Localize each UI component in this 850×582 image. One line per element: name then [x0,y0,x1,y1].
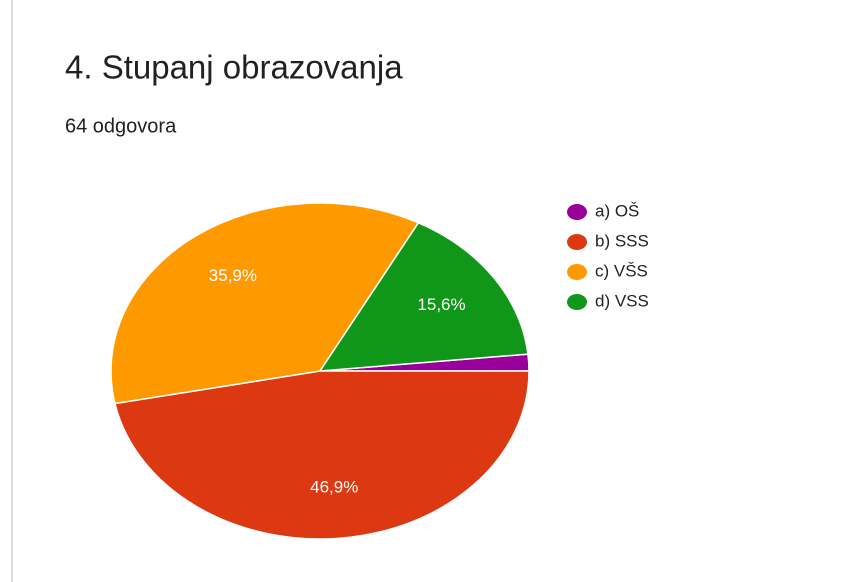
pie-slice [110,202,420,405]
chart-subtitle: 64 odgovora [65,115,177,137]
legend-swatch [567,204,587,220]
legend-swatch [567,264,587,280]
slice-label: 35,9% [209,266,257,285]
slice-label: 15,6% [417,295,465,314]
legend-swatch [567,294,587,310]
pie-slice [318,221,529,372]
chart-title: 4. Stupanj obrazovanja [65,49,403,86]
legend-label: b) SSS [595,231,649,250]
slice-label: 46,9% [310,478,358,497]
legend-label: c) VŠS [595,261,648,280]
legend-label: d) VSS [595,291,649,310]
pie-slice [114,370,530,540]
legend-swatch [567,234,587,250]
legend-label: a) OŠ [595,201,639,220]
